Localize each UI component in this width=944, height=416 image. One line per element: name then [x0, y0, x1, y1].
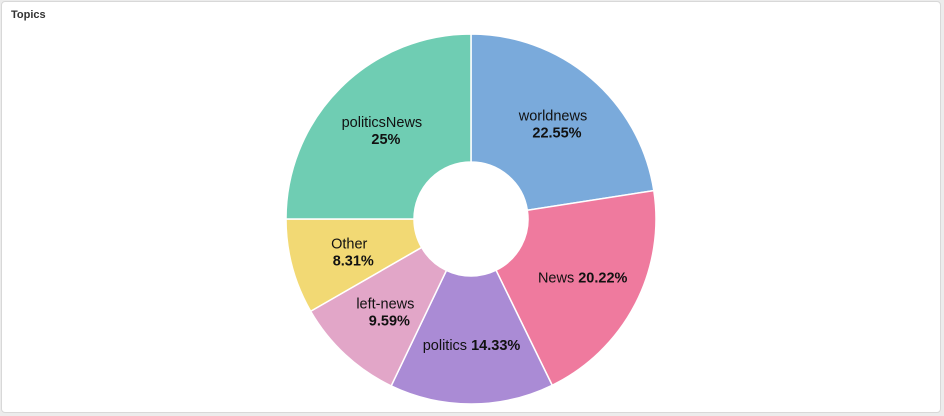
slice-label-left-news: left-news 9.59%	[356, 296, 414, 329]
slice-percent: 20.22%	[578, 270, 627, 286]
slice-percent: 8.31%	[333, 254, 374, 270]
slice-label-politicsnews: politicsNews 25%	[342, 115, 423, 148]
slice-name: News	[538, 270, 578, 286]
slice-label-other: Other 8.31%	[331, 237, 374, 270]
slice-label-worldnews: worldnews 22.55%	[518, 108, 588, 141]
slice-label-politics: politics 14.33%	[423, 338, 521, 354]
slice-name: politicsNews	[342, 115, 423, 131]
slice-percent: 14.33%	[471, 338, 520, 354]
panel-title: Topics	[11, 9, 46, 21]
slice-politics[interactable]	[390, 269, 554, 405]
slice-news[interactable]	[495, 189, 657, 387]
slice-percent: 25%	[371, 132, 400, 148]
slice-name: Other	[331, 237, 367, 253]
slice-worldnews[interactable]	[470, 33, 655, 212]
slice-label-news: News 20.22%	[538, 270, 628, 286]
slice-percent: 9.59%	[369, 313, 410, 329]
slice-name: politics	[423, 338, 471, 354]
slice-name: left-news	[356, 296, 414, 312]
slice-politicsnews[interactable]	[285, 33, 472, 220]
slice-percent: 22.55%	[532, 125, 581, 141]
slice-name: worldnews	[518, 108, 588, 124]
